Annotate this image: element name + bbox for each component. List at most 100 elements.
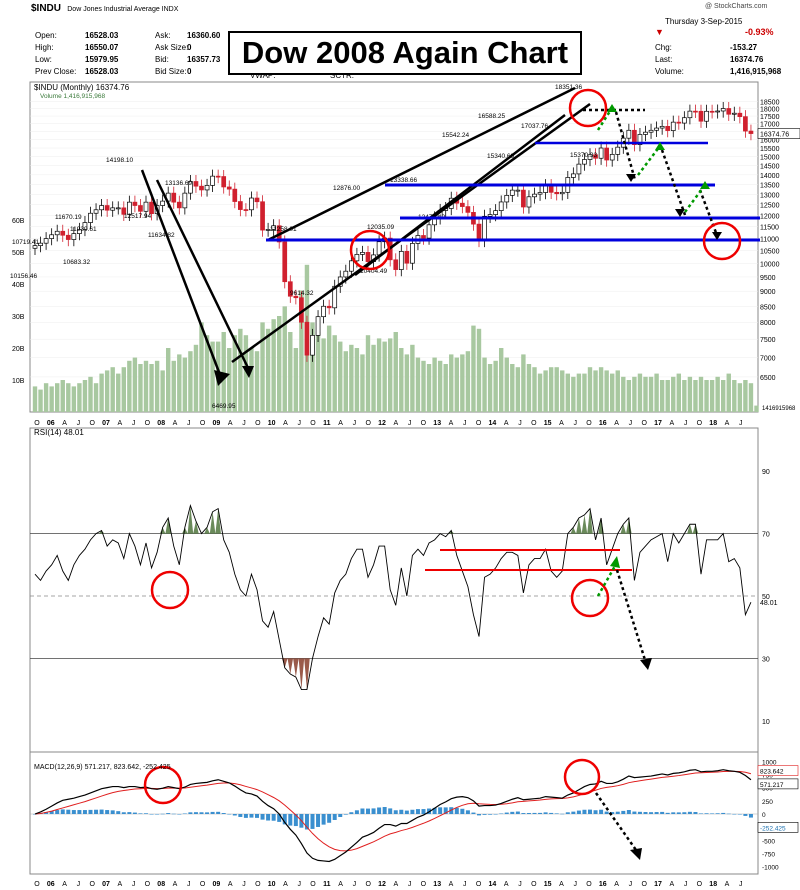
price-tick-label: 6500 — [760, 375, 776, 382]
volume-bar — [66, 383, 71, 412]
highlight-circle — [702, 221, 742, 261]
candle-up — [687, 110, 693, 119]
candle-down — [726, 108, 732, 115]
candle-up — [160, 200, 165, 206]
highlight-circle — [568, 88, 608, 128]
macd-histogram-bar — [415, 809, 420, 814]
candle-up — [537, 192, 543, 195]
trend-line — [267, 86, 576, 242]
quote-value: 16528.03 — [85, 67, 119, 76]
symbol: $INDU — [31, 3, 62, 14]
volume-bar — [243, 335, 249, 412]
price-annotation: 12876.00 — [333, 185, 360, 192]
macd-histogram-bar — [526, 812, 531, 814]
price-tick-label: 12000 — [760, 213, 780, 220]
volume-bar — [515, 367, 521, 412]
macd-histogram-bar — [632, 811, 637, 814]
volume-bar — [210, 341, 215, 412]
rsi-last-tag: 48.01 — [760, 600, 778, 607]
x-axis-label: 08 — [157, 881, 165, 888]
volume-bar — [410, 344, 415, 412]
volume-bar — [648, 376, 654, 412]
x-axis-label: J — [518, 881, 522, 888]
candle-up — [271, 225, 276, 230]
candle-up — [559, 191, 565, 195]
x-axis-label: A — [504, 881, 509, 888]
arrowhead-icon — [610, 556, 620, 568]
macd-histogram-bar — [393, 810, 398, 814]
x-axis-label: O — [531, 420, 537, 427]
macd-histogram-bar — [144, 813, 148, 814]
quote-value: 16374.76 — [730, 55, 764, 64]
price-annotation: 11670.19 — [55, 214, 82, 221]
candle-down — [665, 125, 671, 131]
volume-bar — [116, 373, 121, 412]
x-axis-label: A — [62, 881, 67, 888]
candle-up — [637, 134, 643, 145]
volume-bar — [238, 328, 243, 412]
quote-value: 0 — [187, 67, 192, 76]
volume-bar — [55, 383, 60, 412]
x-axis-label: J — [132, 420, 136, 427]
x-axis-label: 17 — [654, 881, 662, 888]
macd-tick-label: 0 — [762, 812, 766, 819]
quote-value: 16360.60 — [187, 31, 221, 40]
projection-green-dashed — [637, 145, 661, 176]
arrowhead-icon — [242, 366, 254, 378]
candle-up — [99, 205, 104, 211]
macd-tick-label: 1000 — [762, 759, 777, 766]
candle-up — [88, 212, 93, 223]
quote-label: Bid: — [155, 55, 169, 64]
volume-bar — [460, 354, 465, 412]
macd-histogram-bar — [321, 814, 326, 825]
volume-bar — [193, 344, 199, 412]
macd-histogram-bar — [243, 814, 248, 818]
volume-bar — [626, 380, 632, 412]
x-axis-label: A — [228, 420, 233, 427]
volume-bar — [476, 328, 482, 412]
macd-histogram-bar — [726, 813, 731, 815]
volume-bar — [698, 376, 704, 412]
macd-histogram-bar — [465, 810, 470, 814]
rsi-tick-label: 90 — [762, 469, 770, 476]
quote-value: 0 — [187, 43, 192, 52]
macd-histogram-bar — [399, 809, 404, 814]
macd-histogram-bar — [132, 812, 137, 814]
macd-histogram-bar — [238, 814, 243, 817]
volume-bar — [565, 373, 570, 412]
candle-up — [410, 243, 415, 264]
macd-histogram-bar — [60, 809, 65, 814]
x-axis-label: A — [669, 420, 674, 427]
volume-bar — [748, 383, 754, 412]
quote-value: 16528.03 — [85, 31, 119, 40]
volume-bar — [632, 376, 637, 412]
x-axis-label: J — [629, 420, 633, 427]
candle-down — [132, 201, 138, 206]
macd-histogram-bar — [460, 808, 465, 814]
candle-up — [77, 229, 82, 234]
x-axis-label: J — [463, 420, 467, 427]
x-axis-label: A — [614, 881, 619, 888]
rsi-line-layer — [30, 503, 758, 691]
x-axis-label: A — [173, 420, 178, 427]
volume-bar — [321, 338, 326, 412]
volume-bar — [99, 373, 104, 412]
macd-histogram-bar — [316, 814, 321, 827]
x-axis-label: A — [669, 881, 674, 888]
candle-up — [643, 131, 648, 135]
candle-up — [504, 195, 510, 203]
symbol-line: $INDU Dow Jones Industrial Average INDX — [31, 3, 178, 14]
macd-histogram-bar — [621, 810, 626, 814]
candle-down — [698, 110, 704, 122]
macd-histogram-bar — [94, 809, 99, 814]
rsi-line — [34, 503, 752, 691]
macd-histogram-bar — [488, 814, 493, 815]
volume-bar — [598, 367, 604, 412]
quote-value: 16357.73 — [187, 55, 221, 64]
macd-histogram-bar — [565, 812, 570, 814]
quote-label: Low: — [35, 55, 52, 64]
quote-label: Ask: — [155, 31, 171, 40]
volume-bar — [43, 383, 49, 412]
x-axis-label: A — [228, 881, 233, 888]
volume-bar — [426, 364, 432, 412]
